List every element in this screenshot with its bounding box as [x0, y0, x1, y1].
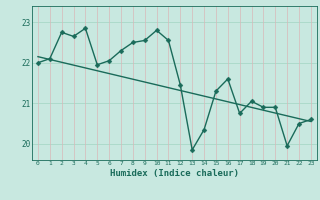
X-axis label: Humidex (Indice chaleur): Humidex (Indice chaleur)	[110, 169, 239, 178]
